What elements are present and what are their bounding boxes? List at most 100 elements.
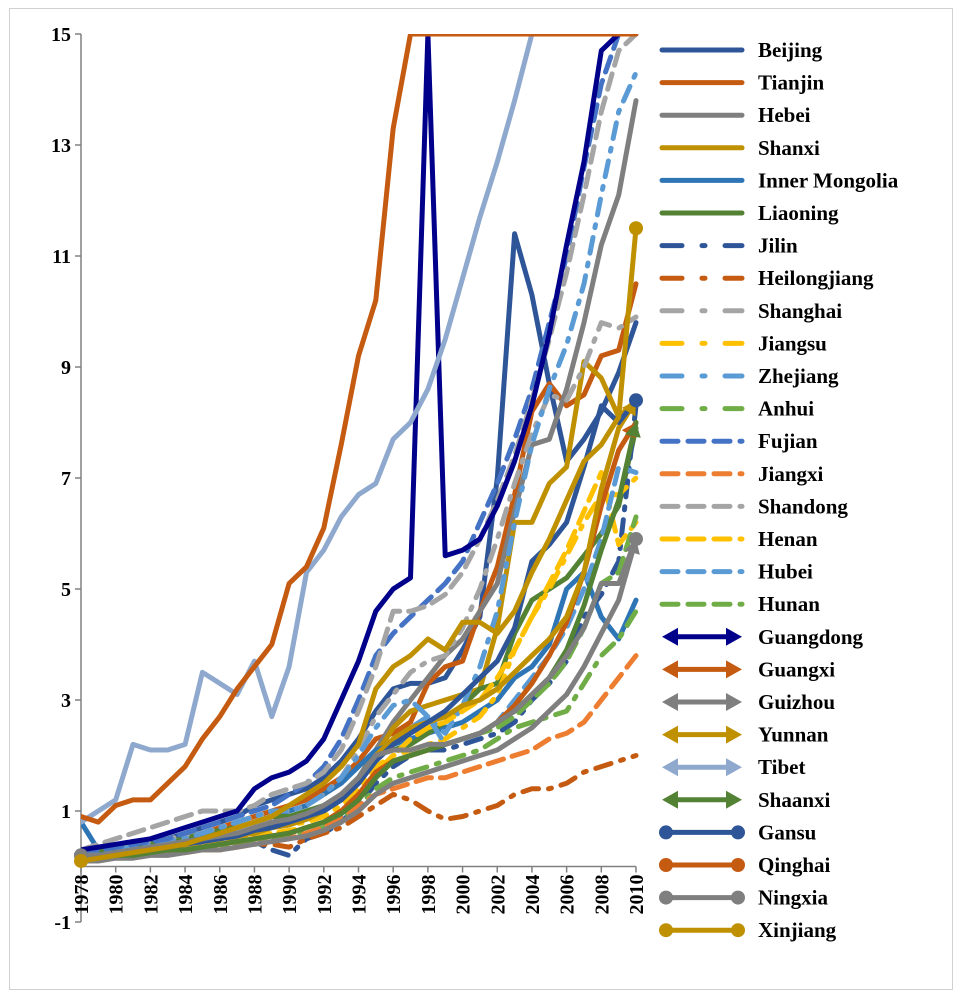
x-tick-label: 1984 — [175, 875, 197, 915]
legend-circle-right — [731, 923, 745, 938]
y-tick-label: 11 — [52, 246, 71, 268]
legend-circle-left — [659, 858, 673, 872]
legend-item-gansu: Gansu — [659, 820, 817, 844]
x-tick-label: 1994 — [349, 875, 371, 915]
x-tick-label: 1988 — [244, 875, 266, 915]
legend-item-henan: Henan — [659, 527, 818, 551]
legend-label: Zhejiang — [758, 364, 839, 388]
series-layer — [81, 34, 639, 864]
legend-item-jilin: Jilin — [659, 234, 798, 258]
legend: Beijing Tianjin Hebei Shanxi Inner Mongolia L… — [659, 38, 899, 942]
chart-frame — [9, 8, 953, 990]
legend-label: Anhui — [758, 397, 814, 421]
legend-label: Tianjin — [758, 71, 824, 95]
legend-item-yunnan: Yunnan — [662, 723, 829, 747]
legend-label: Guizhou — [758, 690, 835, 714]
x-tick-label: 2004 — [522, 875, 544, 915]
series-line-ningxia — [81, 536, 639, 858]
legend-label: Inner Mongolia — [758, 168, 899, 192]
series-line-fujian — [81, 34, 639, 853]
y-tick-label: 5 — [61, 579, 71, 601]
series-start-marker — [74, 853, 88, 868]
legend-arrow-right — [726, 725, 742, 744]
legend-label: Fujian — [758, 429, 818, 453]
legend-label: Xinjiang — [758, 918, 837, 942]
legend-item-tianjin: Tianjin — [659, 71, 824, 95]
legend-item-fujian: Fujian — [659, 429, 818, 453]
legend-item-tibet: Tibet — [662, 755, 805, 779]
legend-item-inner-mongolia: Inner Mongolia — [659, 168, 899, 192]
x-tick-label: 2002 — [487, 875, 509, 915]
series-line-shanghai — [81, 314, 639, 853]
legend-item-guangdong: Guangdong — [662, 625, 864, 649]
legend-circle-left — [659, 923, 673, 938]
series-line-qinghai — [81, 34, 639, 825]
legend-label: Shaanxi — [758, 788, 831, 812]
legend-label: Beijing — [758, 38, 823, 62]
series-end-arrow — [625, 422, 641, 438]
series-line-shandong — [81, 34, 639, 853]
legend-item-zhejiang: Zhejiang — [659, 364, 839, 388]
legend-label: Tibet — [758, 755, 805, 779]
legend-item-ningxia: Ningxia — [659, 886, 829, 910]
legend-circle-right — [731, 858, 745, 872]
legend-arrow-right — [726, 790, 742, 809]
x-tick-label: 1992 — [314, 875, 336, 915]
legend-item-liaoning: Liaoning — [659, 201, 839, 225]
legend-arrow-right — [726, 693, 742, 711]
legend-item-shaanxi: Shaanxi — [662, 788, 831, 812]
series-line-xinjiang — [81, 225, 639, 864]
x-tick-label: 1990 — [279, 875, 301, 915]
legend-item-shanxi: Shanxi — [659, 136, 820, 160]
legend-label: Liaoning — [758, 201, 839, 225]
x-tick-label: 2006 — [557, 875, 579, 915]
legend-item-jiangsu: Jiangsu — [659, 331, 827, 355]
y-tick-label: 1 — [61, 801, 71, 823]
legend-item-hebei: Hebei — [659, 103, 811, 127]
series-line-guangdong — [81, 34, 639, 853]
legend-item-shanghai: Shanghai — [659, 299, 842, 323]
legend-label: Henan — [758, 527, 818, 551]
legend-arrow-left — [662, 693, 678, 711]
markers-layer — [74, 221, 643, 868]
legend-circle-left — [659, 825, 673, 840]
series-line-zhejiang — [81, 70, 639, 858]
legend-label: Ningxia — [758, 886, 829, 910]
series-end-marker — [629, 221, 643, 236]
legend-item-hunan: Hunan — [659, 592, 820, 616]
legend-label: Gansu — [758, 820, 817, 844]
x-tick-label: 2000 — [453, 875, 475, 915]
legend-label: Hebei — [758, 103, 811, 127]
x-tick-label: 1986 — [210, 875, 232, 915]
legend-circle-right — [731, 890, 745, 905]
legend-item-qinghai: Qinghai — [659, 853, 831, 877]
x-tick-label: 2008 — [591, 875, 613, 915]
x-tick-label: 1980 — [106, 875, 128, 915]
legend-label: Shandong — [758, 494, 848, 518]
legend-label: Qinghai — [758, 853, 831, 877]
x-tick-label: 1996 — [383, 875, 405, 915]
legend-item-anhui: Anhui — [659, 397, 814, 421]
legend-arrow-right — [726, 660, 742, 679]
legend-label: Heilongjiang — [758, 266, 874, 290]
legend-item-guangxi: Guangxi — [662, 657, 835, 681]
x-tick-label: 1998 — [418, 875, 440, 915]
legend-label: Guangxi — [758, 657, 835, 681]
legend-arrow-left — [662, 790, 678, 809]
series-line-guizhou — [81, 536, 639, 864]
legend-item-hubei: Hubei — [659, 560, 813, 584]
series-end-marker — [629, 393, 643, 408]
x-tick-label: 2010 — [626, 875, 648, 915]
y-tick-label: 7 — [61, 468, 71, 490]
series-line-tibet — [81, 34, 639, 825]
x-tick-label: 1978 — [71, 875, 93, 915]
legend-label: Jilin — [758, 234, 798, 258]
series-end-marker — [629, 532, 643, 547]
y-tick-label: 3 — [61, 690, 71, 712]
legend-label: Hubei — [758, 560, 813, 584]
legend-arrow-right — [726, 758, 742, 777]
legend-item-shandong: Shandong — [659, 494, 848, 518]
legend-item-heilongjiang: Heilongjiang — [659, 266, 874, 290]
y-tick-label: 15 — [51, 24, 71, 46]
